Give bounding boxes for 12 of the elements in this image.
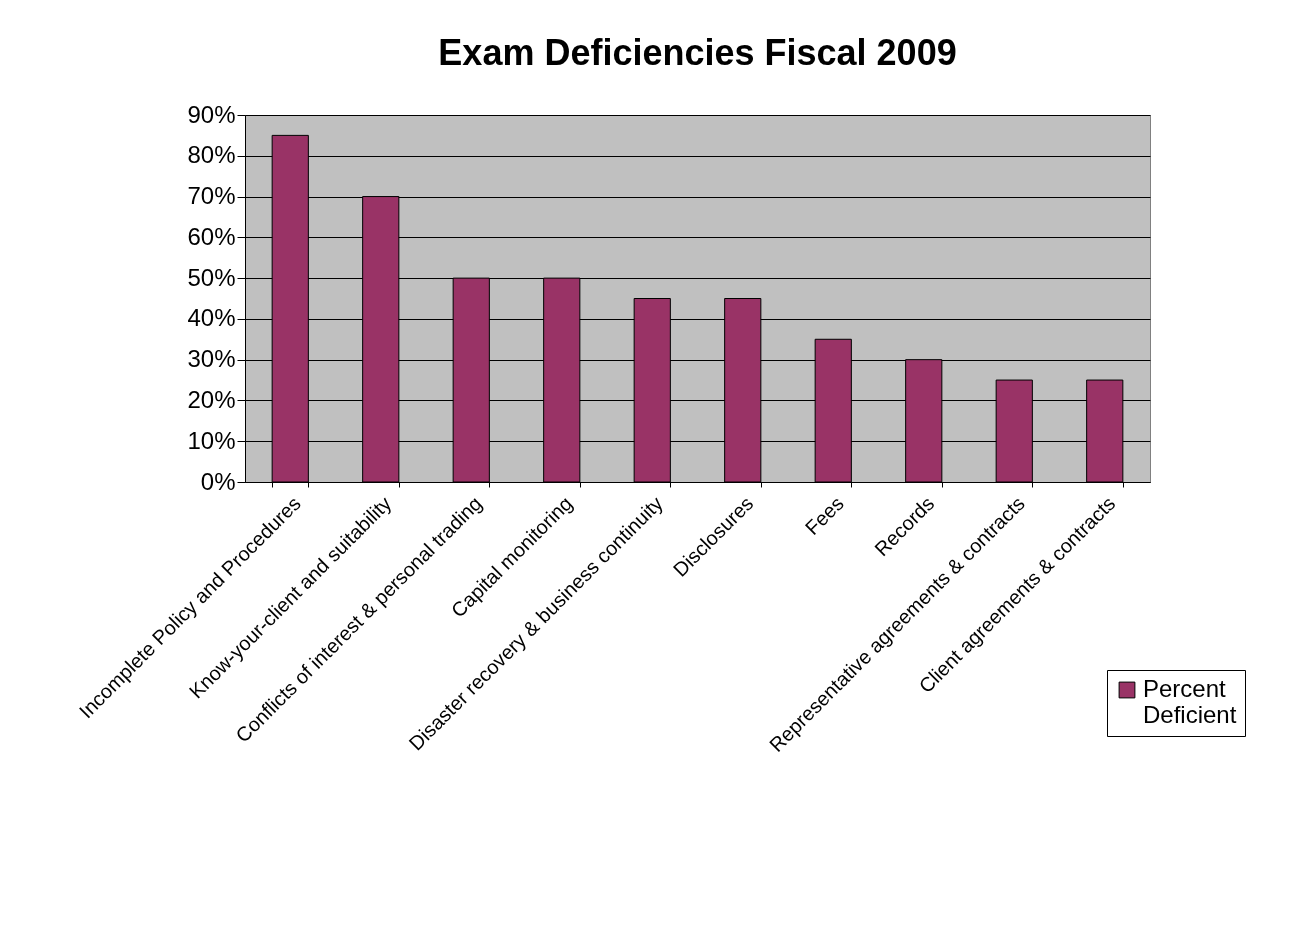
y-tick-label: 90%	[187, 100, 236, 128]
y-tick-label: 10%	[187, 426, 236, 454]
y-tick-label: 40%	[187, 304, 236, 332]
y-tick-label: 20%	[187, 385, 236, 413]
chart-title: Exam Deficiencies Fiscal 2009	[438, 32, 957, 73]
y-tick-label: 70%	[187, 182, 236, 210]
legend-label: Percent Deficient	[1143, 675, 1237, 728]
y-tick-label: 50%	[187, 263, 236, 291]
y-tick-label: 60%	[187, 222, 236, 250]
y-tick-label: 80%	[187, 141, 236, 169]
y-tick-label: 30%	[187, 345, 236, 373]
y-tick-label: 0%	[200, 467, 236, 495]
